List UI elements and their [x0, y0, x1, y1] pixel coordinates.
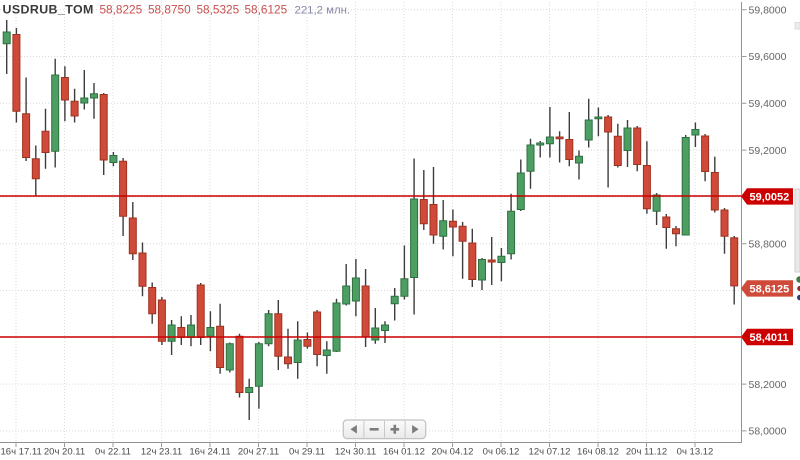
svg-text:16ч 24.11: 16ч 24.11 [189, 447, 230, 458]
svg-text:58,5325: 58,5325 [197, 3, 240, 17]
svg-text:0ч 13.12: 0ч 13.12 [677, 447, 714, 458]
svg-text:58,2000: 58,2000 [749, 379, 787, 391]
svg-text:221,2 млн.: 221,2 млн. [295, 5, 351, 17]
svg-text:USDRUB_TOM: USDRUB_TOM [3, 3, 94, 17]
svg-text:12ч 07.12: 12ч 07.12 [529, 447, 571, 458]
svg-text:20ч 20.11: 20ч 20.11 [44, 447, 85, 458]
svg-text:16ч 08.12: 16ч 08.12 [577, 447, 619, 458]
svg-text:0ч 22.11: 0ч 22.11 [95, 447, 131, 458]
svg-text:0ч 06.12: 0ч 06.12 [483, 447, 520, 458]
svg-text:16ч 17.11: 16ч 17.11 [1, 447, 42, 458]
svg-text:58,6125: 58,6125 [245, 3, 288, 17]
svg-text:59,0052: 59,0052 [750, 191, 790, 203]
svg-text:12ч 30.11: 12ч 30.11 [335, 447, 376, 458]
svg-text:58,6125: 58,6125 [750, 283, 790, 295]
svg-text:59,8000: 59,8000 [749, 4, 787, 16]
svg-text:16ч 01.12: 16ч 01.12 [383, 447, 425, 458]
svg-text:20ч 04.12: 20ч 04.12 [432, 447, 474, 458]
svg-text:20ч 27.11: 20ч 27.11 [238, 447, 279, 458]
svg-text:58,8225: 58,8225 [100, 3, 143, 17]
svg-text:58,0000: 58,0000 [749, 426, 787, 438]
svg-text:59,6000: 59,6000 [749, 51, 787, 63]
svg-text:59,4000: 59,4000 [749, 98, 787, 110]
svg-text:0ч 29.11: 0ч 29.11 [289, 447, 325, 458]
svg-text:59,2000: 59,2000 [749, 145, 787, 157]
svg-text:58,8000: 58,8000 [749, 238, 787, 250]
svg-text:58,4011: 58,4011 [750, 332, 789, 344]
svg-text:20ч 11.12: 20ч 11.12 [626, 447, 667, 458]
svg-text:58,8750: 58,8750 [148, 3, 191, 17]
svg-text:12ч 23.11: 12ч 23.11 [141, 447, 182, 458]
